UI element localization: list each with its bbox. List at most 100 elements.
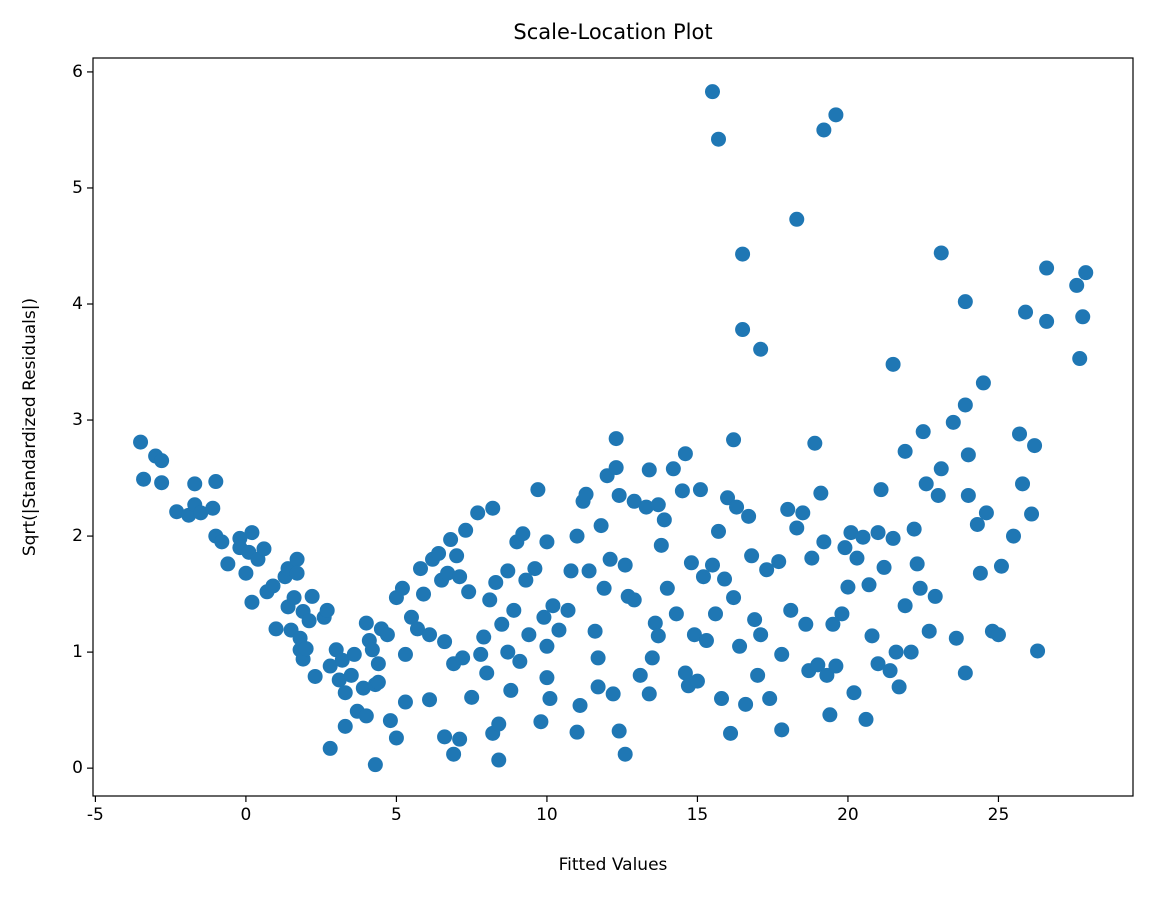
point xyxy=(686,627,702,643)
point xyxy=(268,621,284,637)
point xyxy=(551,622,567,638)
point xyxy=(488,574,504,590)
point xyxy=(698,633,714,649)
point xyxy=(286,590,302,606)
point xyxy=(668,606,684,622)
point xyxy=(816,534,832,550)
point xyxy=(789,520,805,536)
point xyxy=(379,627,395,643)
point xyxy=(437,634,453,650)
point xyxy=(1018,304,1034,320)
point xyxy=(590,679,606,695)
point xyxy=(208,474,224,490)
point xyxy=(780,501,796,517)
point xyxy=(972,565,988,581)
point xyxy=(990,627,1006,643)
point xyxy=(644,650,660,666)
point xyxy=(602,551,618,567)
point xyxy=(500,644,516,660)
point xyxy=(888,644,904,660)
point xyxy=(810,657,826,673)
point xyxy=(864,628,880,644)
point xyxy=(1078,265,1094,281)
point xyxy=(960,447,976,463)
point xyxy=(846,685,862,701)
point xyxy=(187,476,203,492)
point xyxy=(491,752,507,768)
point xyxy=(945,414,961,430)
point xyxy=(1005,528,1021,544)
y-tick-label: 6 xyxy=(72,62,83,82)
point xyxy=(825,616,841,632)
point xyxy=(154,453,170,469)
point xyxy=(1039,260,1055,276)
point xyxy=(993,558,1009,574)
point xyxy=(711,523,727,539)
point xyxy=(337,685,353,701)
point xyxy=(885,356,901,372)
point xyxy=(774,646,790,662)
x-tick-label: 20 xyxy=(837,805,859,825)
point xyxy=(747,612,763,628)
point xyxy=(370,674,386,690)
point xyxy=(443,532,459,548)
point xyxy=(265,578,281,594)
point xyxy=(617,746,633,762)
point xyxy=(704,557,720,573)
point xyxy=(828,107,844,123)
point xyxy=(388,730,404,746)
point xyxy=(193,505,209,521)
point xyxy=(473,646,489,662)
point xyxy=(578,486,594,502)
point xyxy=(539,670,555,686)
point xyxy=(494,616,510,632)
point xyxy=(611,487,627,503)
point xyxy=(307,668,323,684)
point xyxy=(915,424,931,440)
x-tick-label: 10 xyxy=(536,805,558,825)
point xyxy=(319,602,335,618)
point xyxy=(735,246,751,262)
point xyxy=(822,707,838,723)
x-axis-label: Fitted Values xyxy=(559,855,668,875)
point xyxy=(512,653,528,669)
point xyxy=(641,462,657,478)
point xyxy=(301,613,317,629)
point xyxy=(653,537,669,553)
point xyxy=(518,572,534,588)
point xyxy=(771,554,787,570)
point xyxy=(136,471,152,487)
point xyxy=(358,708,374,724)
point xyxy=(289,565,305,581)
point xyxy=(870,525,886,541)
point xyxy=(539,534,555,550)
point xyxy=(169,504,185,520)
point xyxy=(587,623,603,639)
point xyxy=(927,588,943,604)
point xyxy=(659,580,675,596)
point xyxy=(530,482,546,498)
point xyxy=(834,606,850,622)
point xyxy=(903,644,919,660)
point xyxy=(304,588,320,604)
point xyxy=(358,615,374,631)
point xyxy=(692,482,708,498)
point xyxy=(723,725,739,741)
point xyxy=(611,723,627,739)
point xyxy=(912,580,928,596)
point xyxy=(572,697,588,713)
point xyxy=(337,718,353,734)
point xyxy=(346,646,362,662)
point xyxy=(476,629,492,645)
point xyxy=(464,689,480,705)
point xyxy=(720,490,736,506)
point xyxy=(717,571,733,587)
point xyxy=(605,686,621,702)
chart-title: Scale-Location Plot xyxy=(513,20,712,44)
point xyxy=(957,665,973,681)
point xyxy=(738,696,754,712)
point xyxy=(364,642,380,658)
point xyxy=(626,592,642,608)
point xyxy=(331,672,347,688)
